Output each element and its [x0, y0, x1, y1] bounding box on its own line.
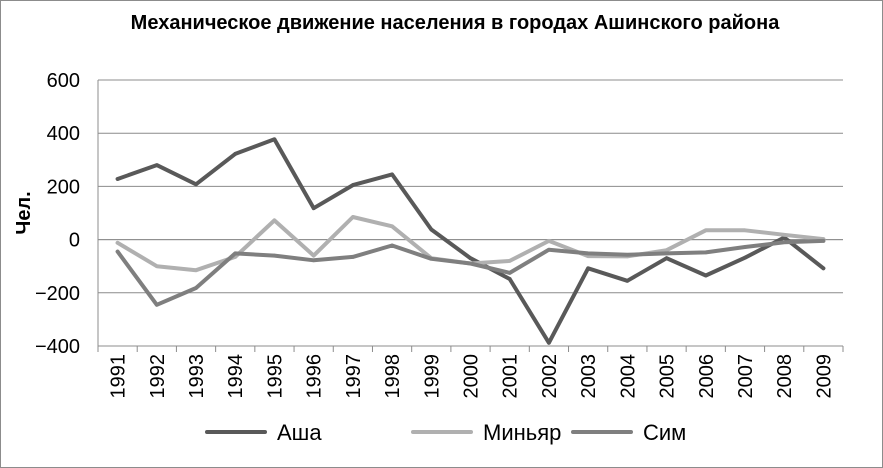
data-point: [664, 251, 669, 256]
data-point: [743, 255, 747, 260]
data-point: [547, 239, 551, 243]
data-point: [468, 261, 473, 266]
data-point: [233, 251, 238, 256]
data-point: [390, 243, 394, 248]
data-point: [351, 183, 355, 187]
data-point: [429, 227, 434, 232]
x-tick-label: 2007: [735, 354, 757, 399]
x-tick-label: 1997: [343, 354, 365, 399]
x-tick-label: 2002: [539, 354, 561, 399]
x-tick-label: 1993: [186, 354, 208, 399]
data-point: [703, 273, 708, 278]
x-tick-label: 2006: [696, 354, 718, 399]
data-point: [586, 266, 590, 271]
data-point: [743, 228, 747, 233]
legend-label: Миньяр: [483, 420, 561, 445]
x-tick-label: 1992: [147, 354, 169, 399]
data-point: [272, 218, 277, 223]
y-tick-label: 0: [69, 230, 80, 252]
data-point: [468, 256, 473, 261]
data-point: [351, 215, 355, 219]
data-point: [664, 256, 669, 261]
x-tick-label: 2009: [813, 354, 835, 399]
y-tick-label: 400: [47, 123, 80, 145]
x-tick-label: 2000: [461, 354, 483, 399]
x-tick-label: 2008: [774, 354, 796, 399]
data-point: [311, 206, 316, 211]
data-point: [429, 256, 434, 261]
data-point: [351, 255, 355, 259]
data-point: [625, 252, 630, 257]
legend-label: Сим: [643, 420, 686, 445]
data-point: [115, 177, 120, 181]
x-tick-label: 1998: [382, 354, 404, 399]
series-line: [115, 238, 826, 307]
data-point: [507, 271, 512, 275]
data-point: [703, 228, 708, 233]
data-point: [194, 182, 198, 187]
x-tick-label: 1991: [108, 354, 130, 399]
data-point: [155, 163, 159, 167]
x-tick-label: 2005: [657, 354, 679, 399]
data-point: [115, 249, 120, 254]
x-tick-label: 2004: [617, 354, 639, 399]
data-point: [625, 279, 630, 283]
data-point: [155, 264, 159, 269]
y-tick-label: 200: [47, 176, 80, 198]
chart-title: Механическое движение населения в города…: [130, 12, 780, 34]
data-point: [155, 302, 159, 307]
data-point: [272, 137, 277, 142]
x-tick-label: 1994: [225, 354, 247, 399]
series-line: [115, 137, 826, 345]
y-tick-label: −400: [35, 336, 80, 358]
legend-label: Аша: [277, 420, 322, 445]
x-tick-label: 1995: [264, 354, 286, 399]
data-point: [115, 240, 120, 245]
data-point: [547, 341, 551, 345]
data-point: [311, 253, 316, 258]
x-tick-label: 2003: [578, 354, 600, 399]
data-point: [390, 224, 394, 229]
x-tick-label: 1999: [421, 354, 443, 399]
data-point: [586, 251, 590, 256]
data-point: [821, 239, 826, 243]
x-tick-label: 1996: [304, 354, 326, 399]
data-point: [311, 258, 316, 263]
data-point: [390, 172, 394, 177]
data-point: [743, 245, 747, 249]
data-point: [782, 240, 786, 245]
y-tick-label: 600: [47, 70, 80, 92]
data-point: [782, 233, 786, 237]
y-axis-label: Чел.: [13, 191, 35, 234]
data-point: [194, 268, 198, 272]
data-point: [547, 247, 551, 252]
data-point: [272, 253, 277, 258]
data-point: [507, 259, 512, 263]
y-tick-label: −200: [35, 283, 80, 305]
data-point: [664, 248, 669, 253]
data-point: [233, 152, 238, 156]
data-point: [703, 250, 708, 255]
x-tick-label: 2001: [500, 354, 522, 399]
data-point: [821, 266, 826, 271]
data-point: [507, 277, 512, 281]
data-point: [194, 286, 198, 290]
